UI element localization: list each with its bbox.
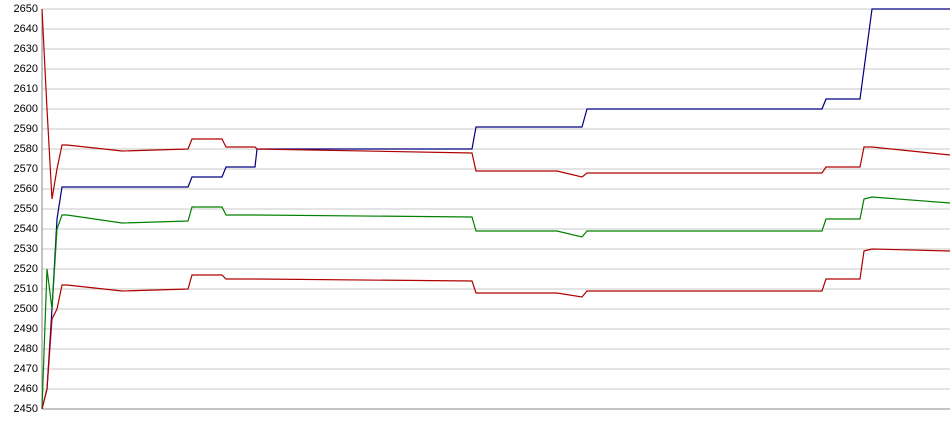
y-tick-label: 2540 xyxy=(14,223,38,235)
y-tick-label: 2520 xyxy=(14,263,38,275)
y-tick-label: 2620 xyxy=(14,63,38,75)
series-line xyxy=(41,196,950,410)
y-tick-label: 2600 xyxy=(14,103,38,115)
y-tick-label: 2470 xyxy=(14,363,38,375)
y-tick-label: 2450 xyxy=(14,403,38,415)
y-tick-label: 2500 xyxy=(14,303,38,315)
y-tick-label: 2490 xyxy=(14,323,38,335)
y-tick-label: 2510 xyxy=(14,283,38,295)
y-tick-label: 2530 xyxy=(14,243,38,255)
y-tick-label: 2610 xyxy=(14,83,38,95)
y-tick-label: 2640 xyxy=(14,23,38,35)
series-line xyxy=(41,248,950,410)
series-line xyxy=(41,8,950,410)
y-tick-label: 2630 xyxy=(14,43,38,55)
y-tick-label: 2570 xyxy=(14,163,38,175)
y-tick-label: 2650 xyxy=(14,3,38,15)
y-tick-label: 2480 xyxy=(14,343,38,355)
y-tick-label: 2550 xyxy=(14,203,38,215)
y-tick-label: 2580 xyxy=(14,143,38,155)
y-tick-label: 2460 xyxy=(14,383,38,395)
series-line xyxy=(41,8,950,200)
y-tick-label: 2590 xyxy=(14,123,38,135)
y-tick-label: 2560 xyxy=(14,183,38,195)
